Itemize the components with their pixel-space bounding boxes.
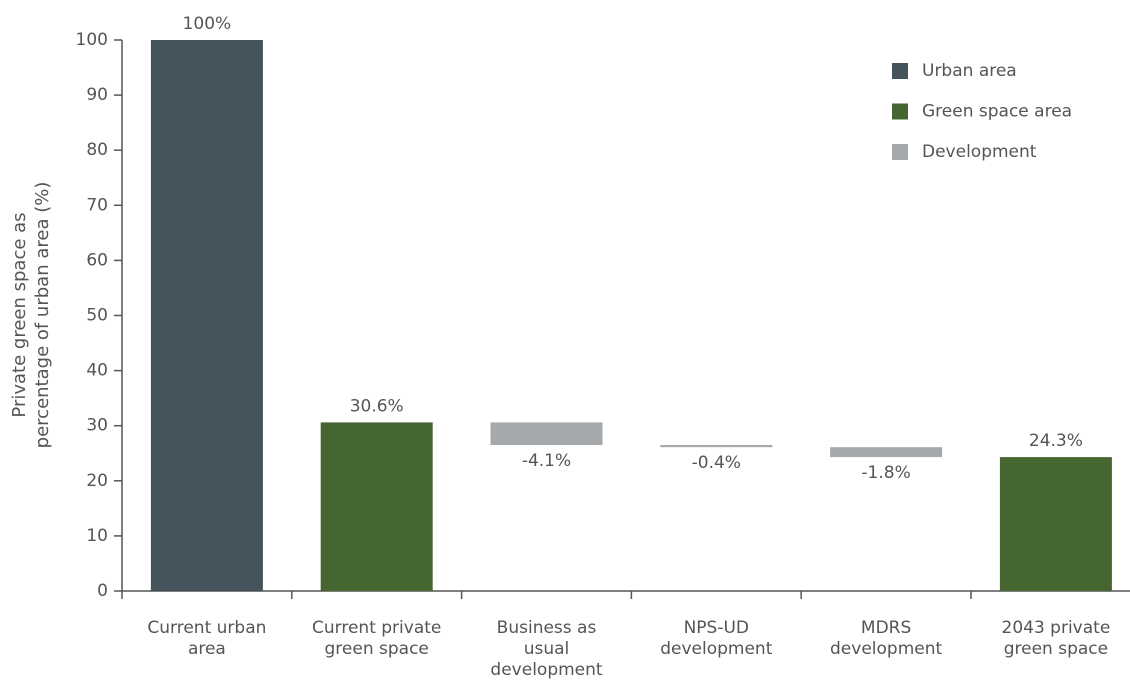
bar xyxy=(660,444,773,448)
value-label: -0.4% xyxy=(692,453,741,473)
legend-label: Development xyxy=(922,142,1037,162)
y-axis-label: Private green space as percentage of urba… xyxy=(9,182,53,449)
y-tick-label: 70 xyxy=(86,195,108,215)
bar xyxy=(999,457,1112,591)
y-tick-label: 50 xyxy=(86,306,108,326)
bar xyxy=(490,422,603,445)
y-tick-label: 40 xyxy=(86,361,108,381)
bar xyxy=(830,447,943,458)
legend-swatch xyxy=(892,63,908,79)
x-tick-label: NPS-UD development xyxy=(660,618,772,659)
x-tick-label: MDRS development xyxy=(830,618,942,659)
y-tick-label: 20 xyxy=(86,471,108,491)
y-tick-label: 10 xyxy=(86,526,108,546)
x-tick-label: 2043 private green space xyxy=(1002,618,1111,659)
value-label: 100% xyxy=(183,14,232,34)
y-tick-label: 0 xyxy=(97,581,108,601)
y-tick-label: 100 xyxy=(76,30,108,50)
x-tick-label: Current private green space xyxy=(312,618,441,659)
legend-swatch xyxy=(892,103,908,120)
value-label: 30.6% xyxy=(350,396,404,416)
x-tick-label: Current urban area xyxy=(147,618,266,659)
y-tick-label: 60 xyxy=(86,250,108,270)
y-tick-label: 30 xyxy=(86,416,108,436)
value-label: -1.8% xyxy=(861,463,910,483)
value-label: -4.1% xyxy=(522,451,571,471)
legend-label: Urban area xyxy=(922,61,1017,81)
bar xyxy=(320,422,433,591)
legend-swatch xyxy=(892,144,908,160)
legend-label: Green space area xyxy=(922,102,1072,122)
y-tick-label: 90 xyxy=(86,85,108,105)
value-label: 24.3% xyxy=(1029,431,1083,451)
y-tick-label: 80 xyxy=(86,140,108,160)
x-tick-label: Business as usual development xyxy=(490,618,602,680)
bar xyxy=(150,40,263,591)
